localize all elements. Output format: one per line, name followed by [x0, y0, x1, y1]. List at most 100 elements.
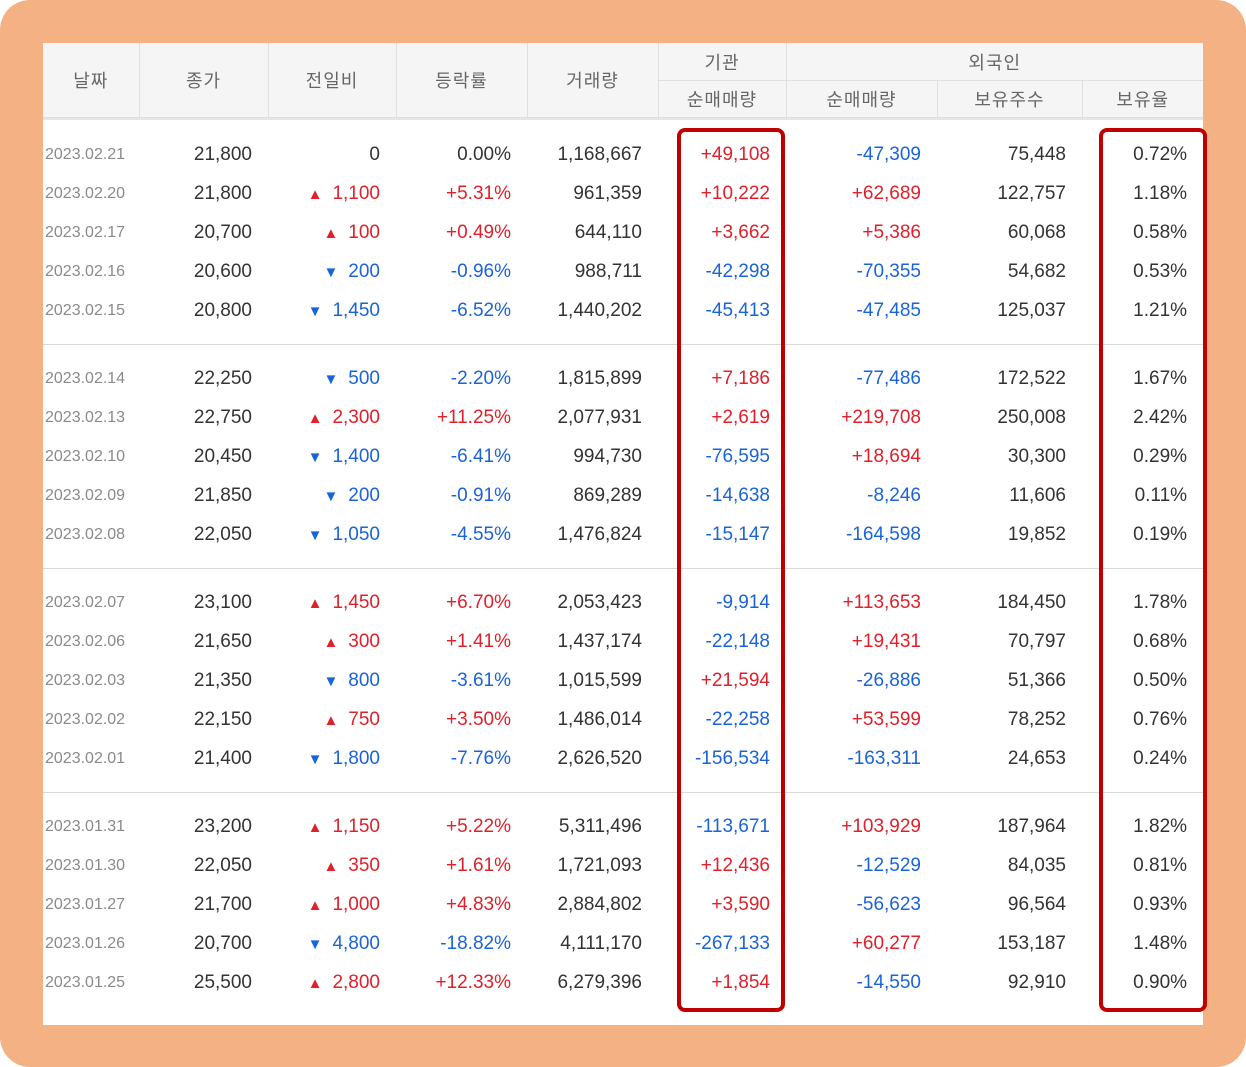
header-institution: 기관	[658, 43, 787, 81]
cell-diff: ▼ 1,800	[268, 739, 396, 778]
cell-close: 21,700	[193, 893, 252, 915]
cell-inst-net: +21,594	[700, 669, 770, 691]
diff-value: 1,450	[332, 299, 380, 321]
table-body: 2023.02.21 21,800 0 0.00% 1,168,667 +49,108 -4…	[43, 120, 1203, 1002]
cell-foreign-net: +103,929	[841, 815, 921, 837]
header-foreign-net: 순매매량	[786, 80, 938, 118]
triangle-up-icon: ▲	[323, 857, 339, 875]
investor-trading-table: 날짜 종가 전일비 등락률 거래량 기관 외국인 순매매량 순매매량 보유주수 …	[43, 43, 1203, 1002]
cell-volume: 2,053,423	[557, 591, 642, 613]
header-rate: 등락률	[396, 43, 528, 118]
table-row: 2023.02.14 22,250 ▼ 500 -2.20% 1,815,899 +7,18…	[43, 359, 1203, 398]
triangle-up-icon: ▲	[323, 224, 339, 242]
table-row: 2023.02.09 21,850 ▼ 200 -0.91% 869,289 -14,638…	[43, 476, 1203, 515]
cell-close: 20,600	[193, 260, 252, 282]
cell-volume: 1,476,824	[557, 523, 642, 545]
triangle-down-icon: ▼	[307, 935, 323, 953]
cell-date: 2023.01.26	[45, 934, 126, 952]
cell-date: 2023.02.08	[45, 525, 126, 543]
header-close: 종가	[139, 43, 269, 118]
cell-inst-net: +3,662	[711, 221, 770, 243]
table-row: 2023.02.20 21,800 ▲ 1,100 +5.31% 961,359 +10,2…	[43, 174, 1203, 213]
cell-date: 2023.02.02	[45, 710, 126, 728]
cell-inst-net: +49,108	[700, 143, 770, 165]
cell-diff: ▲ 750	[268, 700, 396, 739]
header-foreign-ratio: 보유율	[1082, 80, 1203, 118]
cell-diff: ▲ 1,150	[268, 807, 396, 846]
diff-value: 1,450	[332, 591, 380, 613]
cell-date: 2023.01.25	[45, 973, 126, 991]
diff-value: 1,400	[332, 445, 380, 467]
cell-rate: -2.20%	[450, 367, 511, 389]
cell-diff: ▼ 200	[268, 476, 396, 515]
cell-foreign-net: -14,550	[856, 971, 921, 993]
cell-close: 21,800	[193, 143, 252, 165]
cell-foreign-net: +19,431	[851, 630, 921, 652]
cell-foreign-holdings: 187,964	[997, 815, 1066, 837]
group-divider	[43, 792, 1203, 793]
cell-foreign-net: -77,486	[856, 367, 921, 389]
cell-foreign-ratio: 1.67%	[1133, 367, 1188, 389]
cell-rate: -7.76%	[450, 747, 511, 769]
cell-volume: 869,289	[573, 484, 642, 506]
cell-inst-net: -267,133	[694, 932, 770, 954]
cell-inst-net: -22,258	[705, 708, 770, 730]
cell-foreign-holdings: 184,450	[997, 591, 1066, 613]
cell-foreign-ratio: 0.19%	[1133, 523, 1188, 545]
table-row: 2023.02.10 20,450 ▼ 1,400 -6.41% 994,730 -76,5…	[43, 437, 1203, 476]
cell-inst-net: -15,147	[705, 523, 770, 545]
cell-foreign-net: -8,246	[867, 484, 921, 506]
cell-diff: ▼ 500	[268, 359, 396, 398]
cell-diff: ▼ 200	[268, 252, 396, 291]
triangle-up-icon: ▲	[323, 633, 339, 651]
table-row: 2023.02.21 21,800 0 0.00% 1,168,667 +49,108 -4…	[43, 135, 1203, 174]
table-row: 2023.02.16 20,600 ▼ 200 -0.96% 988,711 -42,298…	[43, 252, 1203, 291]
cell-foreign-holdings: 75,448	[1007, 143, 1066, 165]
cell-volume: 961,359	[573, 182, 642, 204]
cell-close: 20,800	[193, 299, 252, 321]
cell-close: 22,150	[193, 708, 252, 730]
cell-foreign-holdings: 250,008	[997, 406, 1066, 428]
header-diff: 전일비	[268, 43, 397, 118]
cell-foreign-ratio: 0.53%	[1133, 260, 1188, 282]
diff-value: 200	[348, 484, 380, 506]
cell-close: 20,450	[193, 445, 252, 467]
table-row: 2023.02.07 23,100 ▲ 1,450 +6.70% 2,053,423 -9,…	[43, 583, 1203, 622]
cell-diff: ▲ 2,800	[268, 963, 396, 1002]
group-divider	[43, 344, 1203, 345]
cell-close: 23,100	[193, 591, 252, 613]
cell-inst-net: -42,298	[705, 260, 770, 282]
table-row: 2023.01.31 23,200 ▲ 1,150 +5.22% 5,311,496 -11…	[43, 807, 1203, 846]
cell-foreign-net: +5,386	[862, 221, 921, 243]
cell-foreign-net: -47,485	[856, 299, 921, 321]
triangle-up-icon: ▲	[307, 818, 323, 836]
diff-value: 1,000	[332, 893, 380, 915]
cell-foreign-net: -26,886	[856, 669, 921, 691]
cell-foreign-net: -163,311	[847, 747, 921, 769]
cell-rate: +11.25%	[436, 406, 511, 428]
cell-inst-net: -45,413	[705, 299, 770, 321]
cell-foreign-holdings: 125,037	[997, 299, 1066, 321]
triangle-down-icon: ▼	[307, 448, 323, 466]
cell-foreign-ratio: 0.29%	[1133, 445, 1188, 467]
cell-foreign-ratio: 0.93%	[1133, 893, 1188, 915]
triangle-down-icon: ▼	[323, 263, 339, 281]
table-row: 2023.02.06 21,650 ▲ 300 +1.41% 1,437,174 -22,1…	[43, 622, 1203, 661]
cell-volume: 1,168,667	[557, 143, 642, 165]
cell-diff: ▼ 1,400	[268, 437, 396, 476]
cell-volume: 1,721,093	[557, 854, 642, 876]
cell-close: 22,250	[193, 367, 252, 389]
cell-inst-net: +2,619	[711, 406, 770, 428]
cell-rate: -4.55%	[450, 523, 511, 545]
cell-inst-net: +10,222	[700, 182, 770, 204]
cell-foreign-ratio: 1.18%	[1133, 182, 1188, 204]
cell-foreign-ratio: 0.68%	[1133, 630, 1188, 652]
triangle-up-icon: ▲	[307, 594, 323, 612]
cell-foreign-net: +113,653	[842, 591, 921, 613]
cell-foreign-net: +60,277	[851, 932, 921, 954]
cell-rate: +1.61%	[446, 854, 511, 876]
cell-rate: -0.91%	[450, 484, 511, 506]
cell-inst-net: -9,914	[716, 591, 770, 613]
cell-rate: +6.70%	[446, 591, 511, 613]
cell-rate: +12.33%	[435, 971, 511, 993]
